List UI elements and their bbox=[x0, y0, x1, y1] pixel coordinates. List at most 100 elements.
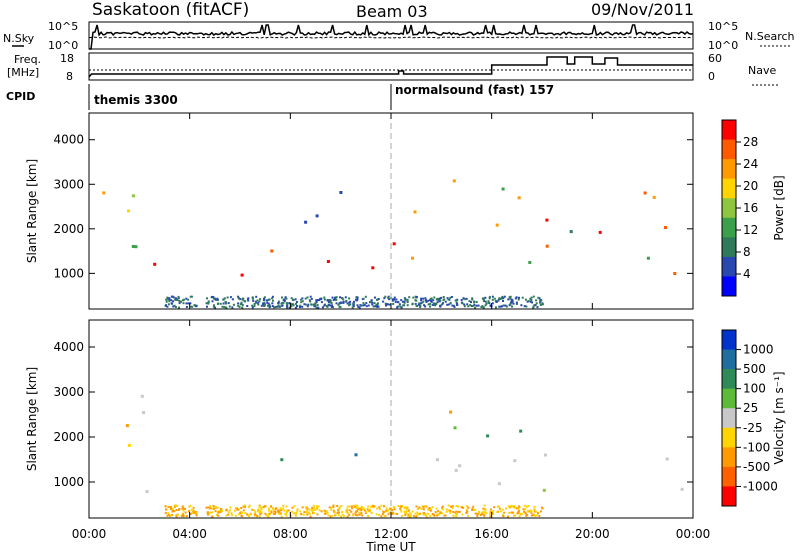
echo-cell bbox=[481, 513, 483, 516]
echo-cell bbox=[411, 302, 414, 305]
echo-cell bbox=[518, 505, 520, 508]
echo-cell bbox=[188, 505, 191, 508]
echo-cell bbox=[246, 298, 249, 301]
echo-cell bbox=[278, 305, 281, 308]
echo-cell bbox=[515, 303, 518, 305]
echo-cell bbox=[436, 513, 439, 515]
nsearch-label: N.Search bbox=[745, 30, 795, 43]
echo-cell bbox=[424, 305, 427, 308]
echo-cell bbox=[358, 508, 361, 511]
echo-cell bbox=[175, 298, 178, 301]
echo-cell bbox=[443, 298, 446, 301]
echo-cell bbox=[328, 506, 331, 509]
echo-cell bbox=[509, 303, 512, 306]
echo-cell bbox=[267, 512, 270, 515]
echo-cell bbox=[360, 512, 363, 515]
echo-cell bbox=[476, 515, 479, 518]
echo-cell bbox=[507, 515, 509, 518]
echo-cell bbox=[236, 507, 238, 510]
colorbar-tick-label: 24 bbox=[743, 157, 758, 171]
echo-cell bbox=[523, 510, 526, 513]
echo-cell bbox=[449, 509, 452, 512]
echo-cell bbox=[351, 306, 354, 309]
echo-cell bbox=[285, 514, 288, 517]
echo-cell bbox=[336, 512, 339, 514]
echo-cell bbox=[304, 303, 307, 306]
echo-cell bbox=[280, 512, 282, 515]
echo-cell bbox=[207, 513, 209, 516]
echo-cell bbox=[305, 505, 308, 508]
echo-cell bbox=[251, 508, 254, 511]
echo-cell bbox=[436, 514, 438, 517]
echo-cell bbox=[299, 304, 302, 307]
echo-cell bbox=[411, 256, 414, 260]
echo-cell bbox=[360, 304, 363, 307]
echo-cell bbox=[478, 511, 481, 514]
echo-cell bbox=[484, 296, 487, 299]
echo-cell bbox=[489, 511, 492, 513]
echo-cell bbox=[285, 505, 288, 508]
echo-cell bbox=[365, 302, 368, 305]
echo-cell bbox=[362, 302, 365, 305]
echo-cell bbox=[511, 305, 513, 308]
echo-cell bbox=[314, 304, 317, 307]
echo-cell bbox=[474, 508, 477, 511]
echo-cell bbox=[441, 505, 444, 508]
echo-cell bbox=[228, 305, 231, 308]
echo-cell bbox=[267, 507, 270, 510]
echo-cell bbox=[536, 306, 539, 309]
echo-cell bbox=[323, 509, 326, 512]
echo-cell bbox=[517, 510, 520, 512]
power-colorbar: 28 24 20 16 12 8 4 Power [dB] bbox=[721, 119, 786, 297]
echo-cell bbox=[537, 296, 540, 299]
colorbar-tick-label: -1000 bbox=[743, 479, 778, 493]
echo-cell bbox=[477, 510, 480, 513]
echo-cell bbox=[538, 297, 541, 300]
echo-cell bbox=[498, 305, 501, 308]
echo-cell bbox=[329, 304, 332, 307]
echo-cell bbox=[262, 303, 265, 306]
echo-cell bbox=[416, 511, 419, 514]
echo-cell bbox=[385, 303, 388, 306]
cpid-segment-2: normalsound (fast) 157 bbox=[395, 83, 554, 97]
colorbar-tick-label: 4 bbox=[743, 267, 751, 281]
echo-cell bbox=[424, 513, 427, 516]
echo-cell bbox=[221, 305, 224, 308]
echo-cell bbox=[212, 296, 215, 298]
echo-cell bbox=[358, 306, 361, 309]
echo-cell bbox=[211, 300, 214, 303]
echo-cell bbox=[397, 305, 400, 308]
echo-cell bbox=[505, 507, 508, 510]
echo-cell bbox=[534, 510, 537, 513]
echo-cell bbox=[512, 514, 515, 517]
echo-cell bbox=[501, 187, 505, 191]
echo-cell bbox=[205, 506, 208, 509]
station-title: Saskatoon (fitACF) bbox=[92, 0, 249, 20]
time-tick-label: 00:00 bbox=[72, 527, 107, 541]
echo-cell bbox=[354, 505, 356, 508]
echo-cell bbox=[290, 297, 293, 300]
echo-cell bbox=[358, 513, 361, 516]
echo-cell bbox=[258, 504, 261, 507]
echo-cell bbox=[167, 506, 170, 509]
echo-cell bbox=[398, 303, 401, 306]
time-tick-label: 12:00 bbox=[374, 527, 409, 541]
nave-tick-bottom: 0 bbox=[708, 70, 715, 83]
echo-cell bbox=[177, 297, 180, 299]
echo-cell bbox=[290, 510, 293, 513]
echo-cell bbox=[503, 511, 506, 514]
echo-cell bbox=[465, 297, 468, 300]
echo-cell bbox=[317, 505, 320, 508]
echo-cell bbox=[468, 300, 471, 303]
echo-cell bbox=[456, 298, 459, 301]
echo-cell bbox=[492, 513, 495, 516]
echo-cell bbox=[501, 305, 503, 308]
echo-cell bbox=[171, 510, 174, 513]
echo-cell bbox=[153, 262, 157, 266]
echo-cell bbox=[182, 515, 185, 518]
echo-cell bbox=[310, 303, 313, 306]
echo-cell bbox=[455, 515, 458, 518]
echo-cell bbox=[253, 305, 256, 308]
echo-cell bbox=[329, 301, 332, 304]
echo-cell bbox=[529, 297, 532, 300]
